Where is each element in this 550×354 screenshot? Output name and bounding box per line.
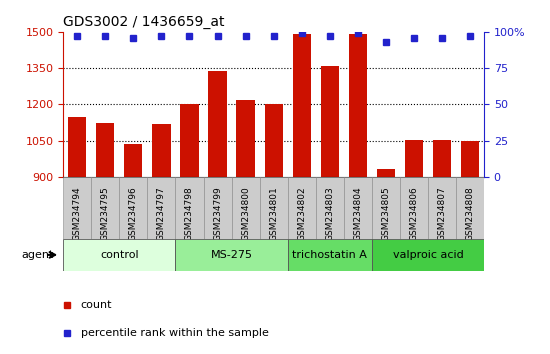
- Text: GSM234802: GSM234802: [297, 186, 306, 241]
- Text: GSM234807: GSM234807: [437, 186, 447, 241]
- Text: trichostatin A: trichostatin A: [292, 250, 367, 260]
- Text: GSM234805: GSM234805: [381, 186, 390, 241]
- Bar: [180, 104, 199, 177]
- Text: GSM234801: GSM234801: [269, 186, 278, 241]
- Bar: [208, 70, 227, 177]
- FancyBboxPatch shape: [63, 177, 91, 239]
- Text: GSM234806: GSM234806: [409, 186, 419, 241]
- Text: GSM234796: GSM234796: [129, 186, 138, 241]
- FancyBboxPatch shape: [175, 177, 204, 239]
- FancyBboxPatch shape: [175, 239, 288, 271]
- Text: GSM234795: GSM234795: [101, 186, 110, 241]
- Bar: [293, 34, 311, 177]
- FancyBboxPatch shape: [372, 239, 484, 271]
- FancyBboxPatch shape: [288, 177, 316, 239]
- Bar: [152, 124, 170, 177]
- Text: GDS3002 / 1436659_at: GDS3002 / 1436659_at: [63, 16, 225, 29]
- Text: count: count: [81, 299, 112, 310]
- Bar: [68, 117, 86, 177]
- Text: GSM234794: GSM234794: [73, 186, 82, 241]
- FancyBboxPatch shape: [63, 239, 175, 271]
- Text: GSM234798: GSM234798: [185, 186, 194, 241]
- Text: GSM234797: GSM234797: [157, 186, 166, 241]
- Text: control: control: [100, 250, 139, 260]
- Bar: [96, 123, 114, 177]
- FancyBboxPatch shape: [204, 177, 232, 239]
- Text: GSM234808: GSM234808: [465, 186, 475, 241]
- Text: GSM234800: GSM234800: [241, 186, 250, 241]
- Bar: [124, 144, 142, 177]
- Bar: [377, 169, 395, 177]
- FancyBboxPatch shape: [316, 177, 344, 239]
- Text: GSM234804: GSM234804: [353, 186, 362, 241]
- FancyBboxPatch shape: [288, 239, 372, 271]
- FancyBboxPatch shape: [91, 177, 119, 239]
- FancyBboxPatch shape: [344, 177, 372, 239]
- Bar: [321, 66, 339, 177]
- FancyBboxPatch shape: [232, 177, 260, 239]
- Bar: [236, 100, 255, 177]
- FancyBboxPatch shape: [400, 177, 428, 239]
- Text: percentile rank within the sample: percentile rank within the sample: [81, 327, 268, 338]
- Bar: [461, 141, 479, 177]
- Bar: [349, 34, 367, 177]
- Text: valproic acid: valproic acid: [393, 250, 463, 260]
- Bar: [265, 104, 283, 177]
- Bar: [433, 140, 451, 177]
- Text: MS-275: MS-275: [211, 250, 252, 260]
- FancyBboxPatch shape: [119, 177, 147, 239]
- Text: agent: agent: [21, 250, 53, 260]
- FancyBboxPatch shape: [456, 177, 484, 239]
- Bar: [405, 139, 423, 177]
- FancyBboxPatch shape: [260, 177, 288, 239]
- Text: GSM234799: GSM234799: [213, 186, 222, 241]
- FancyBboxPatch shape: [428, 177, 456, 239]
- FancyBboxPatch shape: [147, 177, 175, 239]
- Text: GSM234803: GSM234803: [325, 186, 334, 241]
- FancyBboxPatch shape: [372, 177, 400, 239]
